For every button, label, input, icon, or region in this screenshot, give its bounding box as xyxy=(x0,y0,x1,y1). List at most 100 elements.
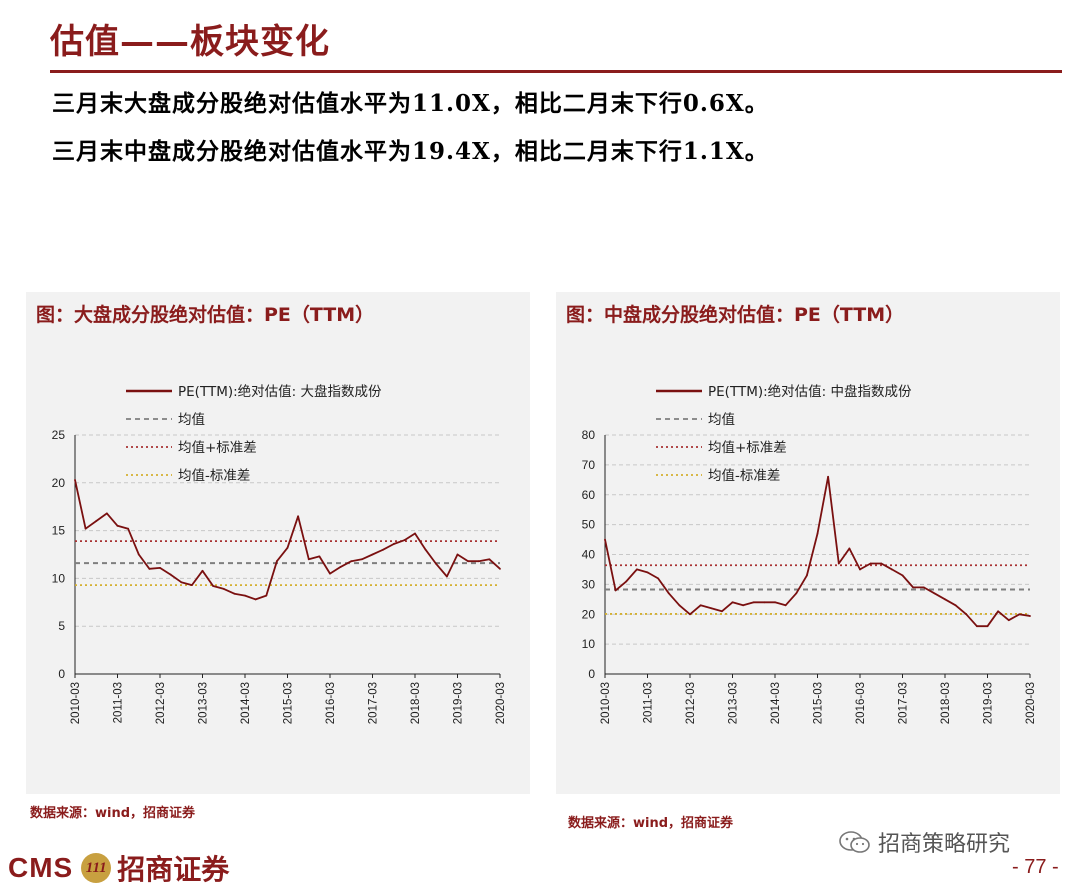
page-number: - 77 - xyxy=(1012,856,1059,878)
data-point xyxy=(254,598,257,601)
x-tick-label: 2014-03 xyxy=(770,682,782,724)
data-point xyxy=(488,558,491,561)
data-point xyxy=(731,601,734,604)
x-tick-label: 2013-03 xyxy=(198,682,210,724)
x-tick-label: 2016-03 xyxy=(855,682,867,724)
data-point xyxy=(222,588,225,590)
y-tick-label: 0 xyxy=(588,667,595,681)
y-tick-label: 80 xyxy=(582,428,596,442)
data-point xyxy=(244,594,246,597)
data-point xyxy=(371,553,374,556)
data-point xyxy=(456,553,459,556)
data-point xyxy=(742,604,745,607)
data-point xyxy=(827,475,830,478)
data-point xyxy=(329,572,331,575)
data-point xyxy=(382,548,385,551)
data-point xyxy=(318,555,321,558)
data-point xyxy=(901,574,904,577)
data-point xyxy=(922,586,925,589)
data-point xyxy=(837,562,840,565)
data-point xyxy=(286,546,289,549)
data-point xyxy=(880,562,883,565)
legend-label: 均值 xyxy=(178,412,205,428)
y-tick-label: 0 xyxy=(58,667,65,681)
data-point xyxy=(392,543,395,545)
wechat-account-name: 招商策略研究 xyxy=(878,832,1011,857)
x-tick-label: 2020-03 xyxy=(495,682,507,724)
data-point xyxy=(403,539,406,542)
title-divider xyxy=(50,70,1062,73)
data-point xyxy=(678,604,681,607)
company-name: 招商证券 xyxy=(117,853,230,886)
x-tick-label: 2010-03 xyxy=(600,682,612,724)
y-tick-label: 70 xyxy=(582,458,596,472)
legend-label: 均值-标准差 xyxy=(708,468,780,484)
data-point xyxy=(233,592,236,595)
y-tick-label: 60 xyxy=(582,488,596,502)
data-point xyxy=(625,580,628,583)
data-point xyxy=(720,610,723,613)
data-point xyxy=(699,604,702,607)
data-point xyxy=(74,479,76,481)
data-point xyxy=(477,560,480,563)
x-tick-label: 2015-03 xyxy=(283,682,295,724)
data-point xyxy=(265,594,268,597)
x-tick-label: 2018-03 xyxy=(940,682,952,724)
data-point xyxy=(805,574,808,577)
x-tick-label: 2017-03 xyxy=(368,682,380,724)
legend-label: PE(TTM):绝对估值: 中盘指数成份 xyxy=(708,383,912,400)
y-tick-label: 50 xyxy=(582,518,596,532)
x-tick-label: 2019-03 xyxy=(453,682,465,724)
data-point xyxy=(869,562,872,565)
data-point xyxy=(84,527,87,530)
summary-line-large-cap: 三月末大盘成分股绝对估值水平为11.0X，相比二月末下行0.6X。 xyxy=(52,90,769,117)
summary-line-mid-cap: 三月末中盘成分股绝对估值水平为19.4X，相比二月末下行1.1X。 xyxy=(52,138,769,165)
chart-large-cap-pe: 0 5 10 15 20 25 2010-03 2011-03 2012-03 2013-03 20… xyxy=(52,383,507,724)
chart-panel-mid-cap: 图：中盘成分股绝对估值：PE（TTM） 0 10 20 30 40 50 60 70 80 201… xyxy=(556,292,1060,794)
series-line-pe-ttm xyxy=(604,475,1031,628)
source-note-left: 数据来源：wind，招商证券 xyxy=(30,806,196,821)
data-point xyxy=(1007,619,1010,622)
y-tick-label: 20 xyxy=(582,607,596,621)
x-tick-label: 2016-03 xyxy=(325,682,337,724)
legend-label: 均值+标准差 xyxy=(178,440,257,456)
x-tick-label: 2013-03 xyxy=(728,682,740,724)
y-tick-label: 30 xyxy=(582,577,596,591)
data-point xyxy=(689,613,691,616)
cms-logo: CMS 111 招商证券 xyxy=(8,848,229,888)
legend-label: PE(TTM):绝对估值: 大盘指数成份 xyxy=(178,383,382,400)
data-point xyxy=(148,567,151,570)
data-point xyxy=(159,566,161,569)
x-tick-label: 2020-03 xyxy=(1025,682,1037,724)
data-point xyxy=(763,601,766,604)
y-tick-label: 40 xyxy=(582,548,596,562)
chart-title: 图：中盘成分股绝对估值：PE（TTM） xyxy=(566,304,905,326)
series-line-pe-ttm xyxy=(74,479,501,601)
data-point xyxy=(297,515,300,518)
x-tick-label: 2014-03 xyxy=(240,682,252,724)
y-tick-label: 20 xyxy=(52,476,66,490)
data-point xyxy=(986,625,989,628)
data-point xyxy=(890,568,893,571)
x-tick-label: 2018-03 xyxy=(410,682,422,724)
data-point xyxy=(657,577,660,580)
cms-logo-text: CMS xyxy=(8,852,74,883)
data-point xyxy=(965,613,968,616)
data-point xyxy=(614,589,617,592)
data-point xyxy=(137,553,140,556)
data-point xyxy=(795,592,798,595)
x-tick-label: 2015-03 xyxy=(813,682,825,724)
legend-label: 均值-标准差 xyxy=(178,468,250,484)
y-tick-label: 15 xyxy=(52,524,66,538)
chart-title: 图：大盘成分股绝对估值：PE（TTM） xyxy=(36,304,375,326)
data-point xyxy=(667,592,670,595)
data-point xyxy=(95,520,98,522)
data-point xyxy=(954,604,957,607)
data-point xyxy=(307,558,310,561)
data-point xyxy=(435,563,438,565)
legend-label: 均值+标准差 xyxy=(708,440,787,456)
data-point xyxy=(360,558,363,561)
data-point xyxy=(933,592,936,595)
data-point xyxy=(169,573,172,576)
data-point xyxy=(944,598,946,601)
